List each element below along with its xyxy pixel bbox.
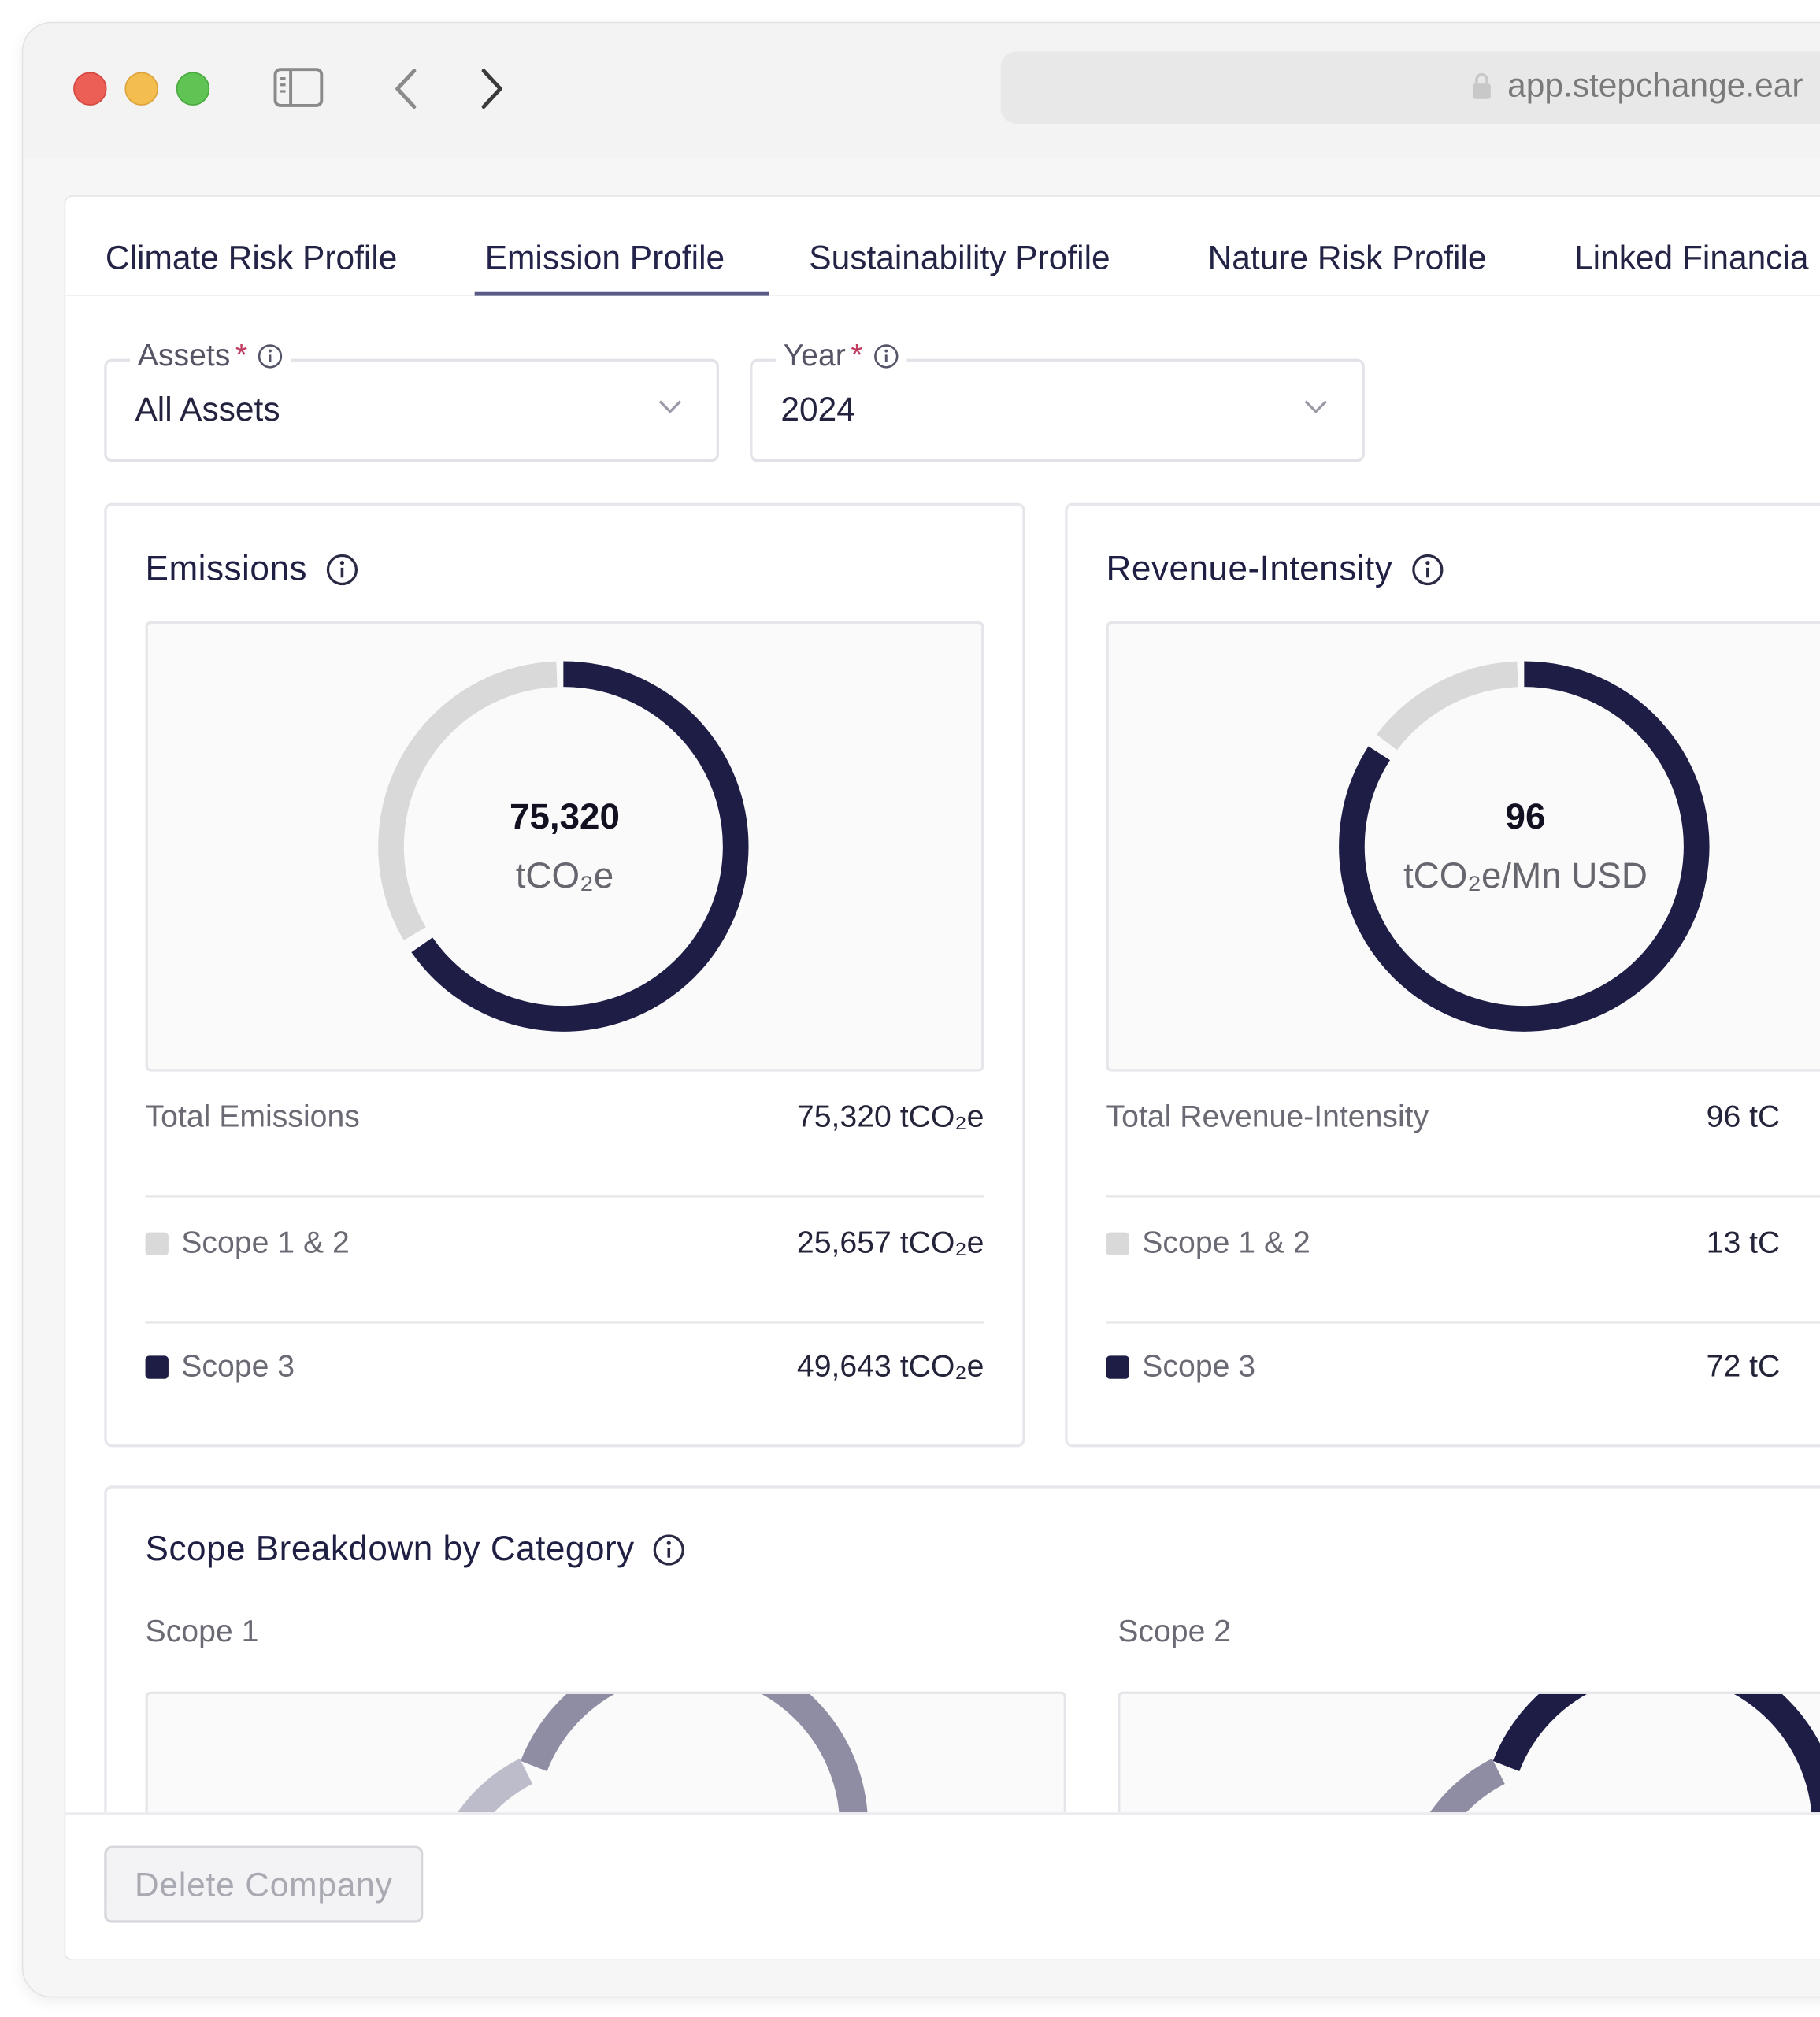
- tab-sustainability-profile[interactable]: Sustainability Profile: [809, 238, 1110, 277]
- scope12-intensity-row: Scope 1 & 2 13 tC: [1106, 1198, 1820, 1324]
- emissions-donut: [378, 661, 749, 1032]
- year-label-text: Year: [783, 338, 846, 373]
- zoom-window-button[interactable]: [176, 72, 210, 106]
- emissions-scope12-slice: [378, 661, 558, 940]
- scope3-emissions-label: Scope 3: [145, 1349, 295, 1385]
- emissions-center-unit: tCO₂e: [515, 855, 614, 895]
- info-icon[interactable]: [1410, 552, 1444, 585]
- total-intensity-row: Total Revenue-Intensity 96 tC: [1106, 1071, 1820, 1198]
- page-content: Climate Risk Profile Emission Profile Su…: [23, 157, 1820, 1997]
- breakdown-title-text: Scope Breakdown by Category: [145, 1529, 635, 1568]
- scope12-intensity-label-text: Scope 1 & 2: [1142, 1225, 1310, 1261]
- scope12-emissions-row: Scope 1 & 2 25,657 tCO₂e: [145, 1198, 984, 1324]
- intensity-card-title: Revenue-Intensity: [1106, 549, 1444, 589]
- title-bar: app.stepchange.ear: [23, 23, 1820, 158]
- scope12-swatch: [145, 1232, 169, 1256]
- emissions-card-title: Emissions: [146, 549, 359, 589]
- intensity-scope3-slice: [1339, 661, 1710, 1032]
- chevron-left-icon[interactable]: [391, 67, 421, 111]
- total-emissions-value: 75,320 tCO₂e: [796, 1099, 984, 1135]
- total-emissions-row: Total Emissions 75,320 tCO₂e: [145, 1071, 984, 1198]
- lock-icon: [1473, 72, 1491, 99]
- assets-label-text: Assets: [137, 338, 231, 373]
- scope3-swatch: [145, 1355, 169, 1379]
- sidebar-toggle-icon[interactable]: [272, 67, 324, 108]
- info-icon[interactable]: [325, 552, 358, 585]
- intensity-scope12-slice: [1376, 661, 1518, 751]
- emissions-scope3-slice: [411, 661, 749, 1032]
- tab-nature-risk-profile[interactable]: Nature Risk Profile: [1207, 238, 1487, 277]
- active-tab-indicator: [474, 291, 769, 296]
- intensity-center-value: 96: [1505, 795, 1546, 836]
- scope3-intensity-label: Scope 3: [1106, 1349, 1256, 1385]
- scope1-segment-b: [521, 1693, 869, 1893]
- total-intensity-label: Total Revenue-Intensity: [1106, 1099, 1429, 1135]
- emissions-center-value: 75,320: [510, 795, 620, 836]
- intensity-donut-chart: 96 tCO₂e/Mn USD: [1106, 621, 1820, 1072]
- scope3-emissions-row: Scope 3 49,643 tCO₂e: [145, 1321, 984, 1444]
- scope3-swatch: [1106, 1355, 1129, 1379]
- total-intensity-value: 96 tC: [1706, 1099, 1781, 1135]
- intensity-center-unit: tCO₂e/Mn USD: [1403, 855, 1648, 895]
- scope12-emissions-value: 25,657 tCO₂e: [796, 1225, 984, 1261]
- emissions-card: Emissions 75,320 tCO₂e Total Emissions 7…: [104, 502, 1025, 1448]
- company-panel: Climate Risk Profile Emission Profile Su…: [64, 195, 1820, 1960]
- assets-select-value: All Assets: [135, 389, 280, 428]
- info-icon[interactable]: [873, 343, 899, 369]
- required-mark: *: [235, 338, 248, 373]
- scope1-label: Scope 1: [145, 1614, 259, 1649]
- scope3-intensity-row: Scope 3 72 tC: [1106, 1321, 1820, 1444]
- chevron-right-icon[interactable]: [476, 67, 506, 111]
- minimize-window-button[interactable]: [124, 72, 158, 106]
- scope12-emissions-label: Scope 1 & 2: [145, 1225, 350, 1262]
- info-icon[interactable]: [653, 1533, 686, 1566]
- breakdown-card-title: Scope Breakdown by Category: [146, 1529, 686, 1570]
- tab-linked-financials[interactable]: Linked Financia: [1574, 238, 1809, 277]
- scope3-intensity-label-text: Scope 3: [1142, 1349, 1256, 1385]
- year-select-label: Year *: [775, 338, 907, 375]
- intensity-donut: [1339, 661, 1710, 1032]
- delete-company-button[interactable]: Delete Company: [104, 1845, 424, 1923]
- scope12-emissions-label-text: Scope 1 & 2: [181, 1225, 350, 1261]
- chevron-down-icon: [1304, 400, 1327, 413]
- address-bar[interactable]: app.stepchange.ear: [1000, 51, 1820, 124]
- tab-climate-risk-profile[interactable]: Climate Risk Profile: [105, 238, 398, 277]
- profile-tabs: Climate Risk Profile Emission Profile Su…: [65, 197, 1820, 296]
- required-mark: *: [851, 338, 863, 373]
- assets-select[interactable]: Assets * All Assets: [104, 338, 719, 462]
- chevron-down-icon: [658, 400, 682, 413]
- scope2-segment-b: [1492, 1693, 1820, 1889]
- tab-emission-profile[interactable]: Emission Profile: [484, 238, 725, 277]
- scope3-emissions-value: 49,643 tCO₂e: [796, 1349, 984, 1385]
- emissions-title-text: Emissions: [145, 549, 307, 588]
- emissions-donut-chart: 75,320 tCO₂e: [145, 621, 984, 1072]
- year-select[interactable]: Year * 2024: [750, 338, 1365, 462]
- assets-select-label: Assets *: [129, 338, 291, 375]
- intensity-title-text: Revenue-Intensity: [1106, 549, 1393, 588]
- browser-window: app.stepchange.ear Climate Risk Profile …: [23, 23, 1820, 1997]
- scope12-swatch: [1106, 1232, 1129, 1256]
- scope3-emissions-label-text: Scope 3: [181, 1349, 295, 1385]
- close-window-button[interactable]: [73, 72, 107, 106]
- panel-footer: Delete Company: [65, 1812, 1820, 1960]
- scope2-label: Scope 2: [1118, 1614, 1232, 1649]
- scope12-intensity-label: Scope 1 & 2: [1106, 1225, 1310, 1262]
- url-text: app.stepchange.ear: [1507, 65, 1803, 105]
- year-select-value: 2024: [780, 389, 855, 428]
- total-emissions-label: Total Emissions: [145, 1099, 360, 1135]
- info-icon[interactable]: [258, 343, 284, 369]
- revenue-intensity-card: Revenue-Intensity 96 tCO₂e/Mn USD Total …: [1065, 502, 1820, 1448]
- scope12-intensity-value: 13 tC: [1706, 1225, 1781, 1261]
- scope3-intensity-value: 72 tC: [1706, 1349, 1781, 1385]
